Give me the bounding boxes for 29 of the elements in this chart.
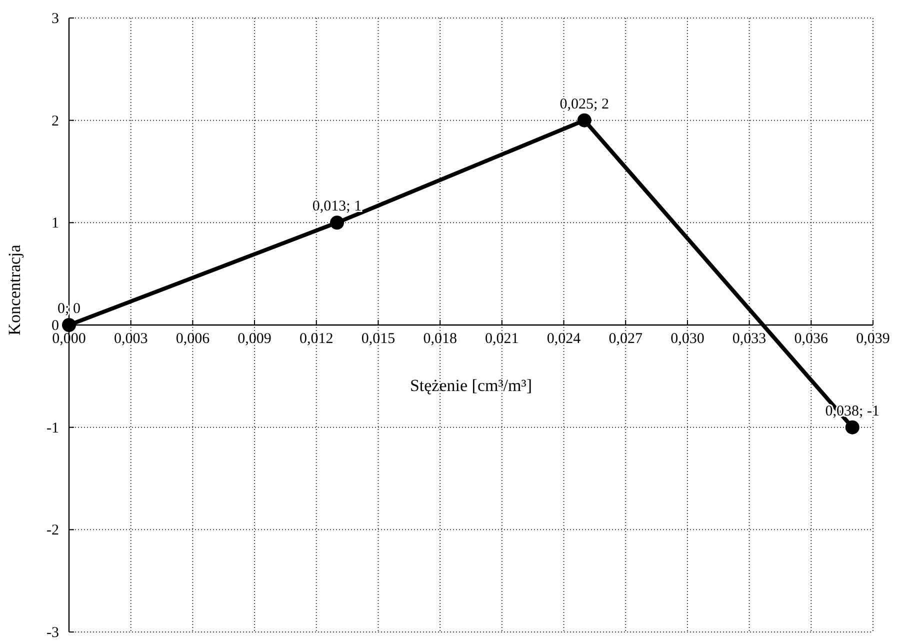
point (845, 420, 860, 434)
y-axis-title: Koncentracja (5, 244, 24, 336)
x-tick-label: 0,009 (238, 331, 272, 347)
y-tick-label: 1 (52, 216, 59, 232)
y-tick-label: -3 (46, 625, 59, 641)
x-tick-label: 0,027 (608, 331, 643, 347)
y-tick-label: 2 (52, 113, 59, 130)
x-tick-label: 0,024 (546, 331, 582, 347)
annotation: 0; 0 (58, 301, 80, 317)
y-tick-label: -2 (46, 522, 59, 539)
x-tick-label: 0,036 (794, 331, 829, 347)
x-tick-label: 0,039 (856, 331, 890, 347)
x-tick-label: 0,015 (361, 331, 396, 347)
point (62, 318, 76, 332)
annotation: 0,025; 2 (560, 96, 609, 112)
annotation: 0,013; 1 (312, 198, 362, 215)
point (577, 113, 592, 128)
x-tick-label: 0,033 (732, 331, 766, 347)
point (330, 216, 344, 230)
x-tick-label: 0,012 (300, 331, 334, 347)
x-axis-title: Stężenie [cm³/m³] (410, 376, 532, 395)
y-tick-label: 3 (52, 11, 59, 27)
x-tick-label: 0,018 (423, 331, 457, 347)
x-tick-label: 0,021 (485, 331, 519, 347)
y-tick-label: 0 (52, 318, 59, 334)
y-tick-label: -1 (46, 420, 59, 436)
x-tick-label: 0,003 (114, 331, 148, 347)
x-tick-label: 0,030 (670, 331, 704, 347)
x-tick-label: 0,006 (176, 331, 210, 347)
